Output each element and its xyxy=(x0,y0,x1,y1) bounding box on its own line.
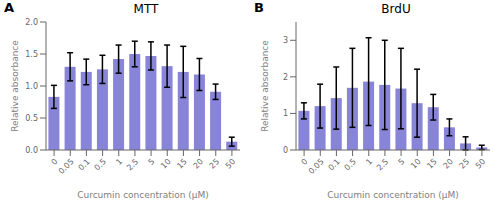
svg-text:15: 15 xyxy=(175,157,189,171)
svg-text:0: 0 xyxy=(50,157,60,167)
svg-text:0.5: 0.5 xyxy=(93,157,108,172)
svg-text:0.05: 0.05 xyxy=(307,157,326,176)
svg-text:2.5: 2.5 xyxy=(375,157,390,172)
svg-text:50: 50 xyxy=(474,157,488,171)
svg-text:0.1: 0.1 xyxy=(326,157,341,172)
svg-text:Curcumin concentration (μM): Curcumin concentration (μM) xyxy=(77,190,209,200)
svg-text:2.5: 2.5 xyxy=(125,157,140,172)
svg-text:Relative absorbance: Relative absorbance xyxy=(10,40,20,132)
svg-text:10: 10 xyxy=(409,157,423,171)
svg-text:1.5: 1.5 xyxy=(25,50,38,59)
svg-text:0: 0 xyxy=(283,146,288,155)
svg-text:0.05: 0.05 xyxy=(57,157,76,176)
svg-text:0.5: 0.5 xyxy=(343,157,358,172)
svg-text:3: 3 xyxy=(283,36,288,45)
svg-text:0.1: 0.1 xyxy=(76,157,91,172)
svg-text:1: 1 xyxy=(364,157,374,167)
svg-text:15: 15 xyxy=(425,157,439,171)
svg-text:25: 25 xyxy=(458,157,472,171)
svg-text:0.0: 0.0 xyxy=(25,146,38,155)
svg-text:25: 25 xyxy=(208,157,222,171)
svg-text:20: 20 xyxy=(191,157,205,171)
html-text:B: B xyxy=(254,0,264,15)
svg-text:10: 10 xyxy=(159,157,173,171)
svg-text:5: 5 xyxy=(397,157,407,167)
html-text:MTT: MTT xyxy=(133,2,159,16)
svg-text:0.5: 0.5 xyxy=(25,114,38,123)
svg-text:5: 5 xyxy=(147,157,157,167)
svg-text:1: 1 xyxy=(283,109,288,118)
svg-text:2: 2 xyxy=(283,73,288,82)
svg-text:Relative absorbance: Relative absorbance xyxy=(260,40,270,132)
svg-text:1: 1 xyxy=(114,157,124,167)
svg-text:Curcumin concentration (μM): Curcumin concentration (μM) xyxy=(327,190,459,200)
svg-text:1.0: 1.0 xyxy=(25,82,38,91)
svg-text:0: 0 xyxy=(300,157,310,167)
svg-text:20: 20 xyxy=(441,157,455,171)
html-text:A: A xyxy=(4,0,15,15)
html-text:BrdU: BrdU xyxy=(381,2,411,16)
svg-text:2.0: 2.0 xyxy=(25,18,38,27)
svg-text:50: 50 xyxy=(224,157,238,171)
